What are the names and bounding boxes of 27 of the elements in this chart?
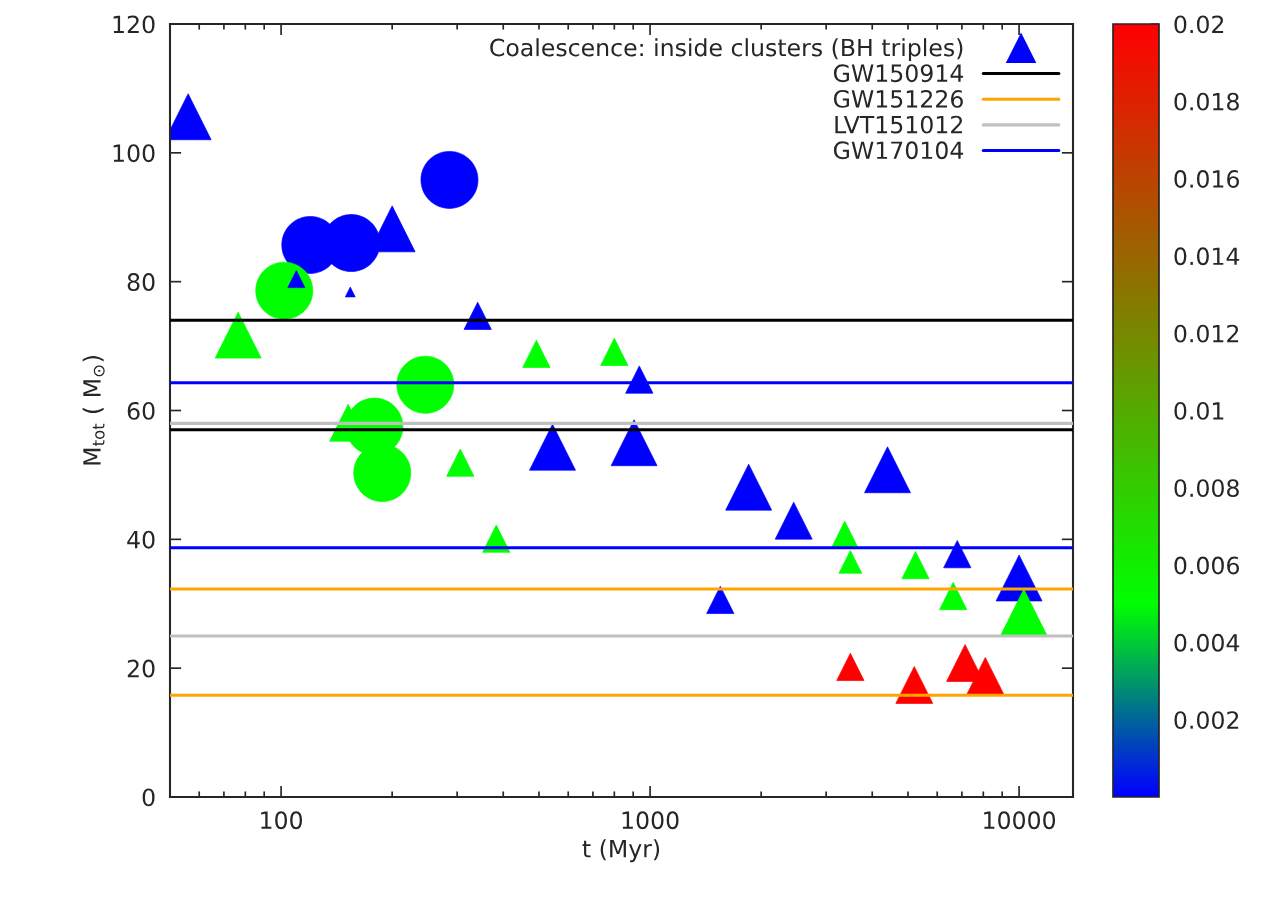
y-tick-label: 20 (127, 659, 155, 678)
legend-label: GW170104 (833, 141, 964, 160)
x-axis-title: t (Myr) (582, 839, 660, 863)
legend-label: GW151226 (833, 89, 963, 108)
legend-label: Coalescence: inside clusters (BH triples) (490, 38, 963, 62)
y-tick-label: 60 (127, 401, 155, 420)
legend-label: LVT151012 (835, 115, 963, 134)
color-bar-label: 0.002 (1174, 711, 1239, 730)
x-tick-label: 10000 (984, 811, 1056, 830)
y-tick-label: 120 (113, 15, 155, 34)
y-axis-title: M$_{tot}$ ( M$_{⊙}$) (82, 356, 105, 465)
x-tick-label: 1000 (622, 811, 679, 830)
x-tick-label: 100 (261, 811, 303, 830)
color-bar-label: 0.012 (1174, 324, 1239, 343)
color-bar-label: 0.014 (1174, 247, 1240, 266)
y-tick-label: 100 (113, 144, 155, 163)
y-tick-label: 80 (127, 273, 155, 291)
color-bar-label: 0.018 (1174, 92, 1239, 111)
color-bar-label: 0.008 (1174, 479, 1239, 498)
color-bar-label: 0.016 (1174, 170, 1239, 188)
color-bar-label: 0.006 (1174, 556, 1239, 575)
color-bar-label: 0.004 (1174, 633, 1240, 652)
color-bar-label: 0.01 (1174, 401, 1224, 420)
y-tick-label: 0 (142, 788, 155, 807)
legend-label: GW150914 (833, 64, 964, 83)
color-bar-label: 0.02 (1174, 15, 1224, 34)
y-tick-label: 40 (127, 530, 155, 549)
